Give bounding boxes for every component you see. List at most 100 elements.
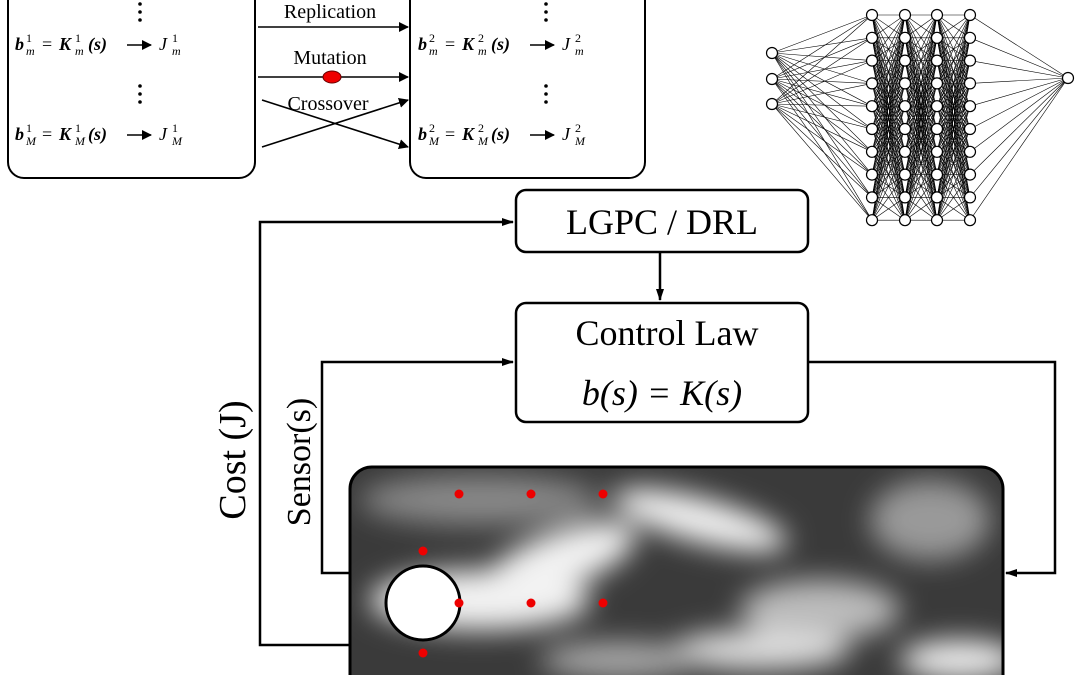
sensor-feedback (320, 358, 514, 575)
argument: (s) (491, 124, 510, 145)
nn-edge (771, 37, 873, 54)
nn-edge (936, 14, 971, 107)
nn-edge (871, 14, 906, 107)
generation-box (409, 0, 646, 179)
nn-node (930, 122, 944, 136)
nn-edge (969, 77, 1069, 153)
nn-node (765, 72, 779, 86)
nn-edge (871, 151, 906, 221)
generation-index: 1 (172, 121, 178, 135)
nn-node (865, 145, 879, 158)
control-law-title: Control Law (576, 313, 759, 353)
nn-edge (871, 14, 906, 198)
nn-edge (771, 103, 873, 198)
nn-node (963, 8, 977, 22)
individual-index: M (428, 134, 440, 148)
nn-edge (904, 128, 938, 221)
individual-index: M (171, 134, 183, 148)
nn-edge (871, 14, 906, 39)
nn-edge (904, 14, 938, 175)
generation-box (7, 0, 256, 179)
nn-node (930, 191, 944, 204)
nn-edge (969, 77, 1069, 84)
individual-index: m (172, 44, 181, 58)
nn-edge (871, 106, 906, 221)
generation-index: 2 (429, 31, 435, 45)
law-symbol: K (461, 34, 476, 54)
sensors (418, 489, 608, 658)
nn-edge (936, 60, 971, 221)
nn-node (930, 214, 944, 227)
nn-edge (771, 78, 873, 84)
action-symbol: b (15, 124, 24, 144)
flow-border (348, 465, 1005, 675)
nn-edge (904, 14, 938, 61)
nn-edge (771, 83, 873, 105)
nn-edge (969, 37, 1069, 79)
nn-edge (771, 78, 873, 130)
nn-edge (771, 52, 873, 221)
generation-index: 2 (478, 121, 484, 135)
nn-edge (871, 174, 906, 221)
nn-node (865, 77, 879, 90)
cost-symbol: J (562, 34, 571, 54)
nn-edge (904, 197, 938, 221)
cost-feedback (258, 218, 514, 647)
nn-node (963, 145, 977, 158)
argument: (s) (88, 34, 107, 55)
nn-edge (904, 174, 938, 221)
nn-node (865, 54, 879, 67)
nn-node (930, 168, 944, 181)
nn-edge (904, 14, 938, 39)
nn-edge (904, 14, 938, 221)
nn-node (963, 54, 977, 67)
nn-edge (936, 14, 971, 221)
law-symbol: K (58, 34, 73, 54)
nn-node (898, 191, 912, 204)
nn-node (765, 97, 779, 111)
nn-edge (871, 14, 906, 61)
learner-box (514, 188, 810, 254)
generation-index: 2 (575, 31, 581, 45)
nn-edge (771, 78, 873, 153)
nn-node (898, 54, 912, 67)
nn-node (898, 31, 912, 44)
nn-node (930, 31, 944, 44)
nn-edge (771, 78, 873, 175)
control-law-equation: b(s) = K(s) (582, 373, 742, 413)
nn-edge (771, 14, 873, 54)
nn-edge (936, 106, 971, 221)
individual-index: m (575, 44, 584, 58)
neural-network (765, 8, 1075, 227)
nn-edge (969, 14, 1069, 79)
nn-node (930, 8, 944, 22)
nn-edge (871, 14, 906, 130)
operator-label: Crossover (287, 93, 368, 115)
cost-symbol: J (159, 124, 168, 144)
argument: (s) (491, 34, 510, 55)
nn-edge (771, 14, 873, 80)
nn-node (865, 100, 879, 113)
nn-edge (771, 103, 873, 107)
action-symbol: b (418, 124, 427, 144)
equals: = (42, 124, 52, 144)
nn-edge (936, 14, 971, 39)
mutation-marker (322, 70, 342, 84)
individual-index: m (26, 44, 35, 58)
nn-edge (936, 14, 971, 130)
nn-edge (871, 128, 906, 221)
generation-index: 2 (478, 31, 484, 45)
nn-node (898, 214, 912, 227)
nn-edge (771, 78, 873, 221)
nn-edge (936, 14, 971, 198)
nn-edge (871, 60, 906, 221)
flow-field (350, 467, 1003, 675)
nn-node (898, 8, 912, 22)
nn-edge (871, 14, 906, 175)
nn-node (898, 168, 912, 181)
nn-edge (969, 77, 1069, 198)
operator-arrows (258, 22, 409, 150)
nn-edge (969, 60, 1069, 79)
nn-edge (969, 77, 1069, 130)
